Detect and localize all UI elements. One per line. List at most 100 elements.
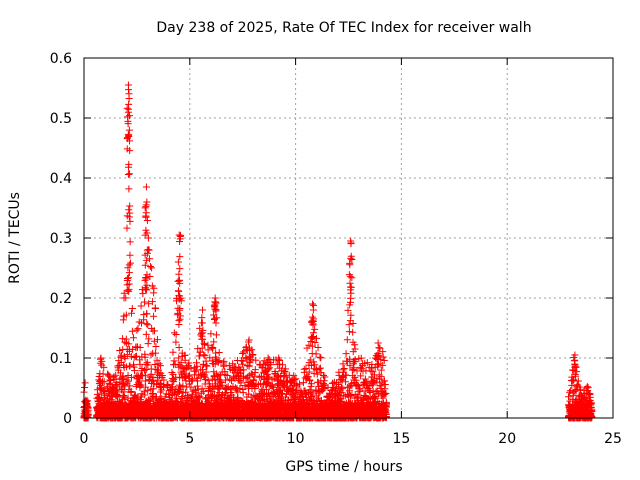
grid-lines bbox=[84, 58, 613, 418]
data-point bbox=[141, 231, 149, 239]
data-point bbox=[209, 392, 217, 400]
data-point bbox=[143, 310, 151, 318]
data-point bbox=[210, 338, 218, 346]
data-point bbox=[586, 401, 594, 409]
data-point bbox=[127, 309, 135, 317]
data-point bbox=[382, 390, 390, 398]
data-point bbox=[316, 353, 324, 361]
x-tick-label: 5 bbox=[185, 431, 194, 447]
data-point bbox=[167, 383, 175, 391]
data-point bbox=[311, 361, 319, 369]
data-point bbox=[342, 371, 350, 379]
data-point bbox=[236, 384, 244, 392]
data-point bbox=[151, 305, 159, 312]
data-point bbox=[380, 390, 388, 398]
data-point bbox=[319, 372, 327, 380]
data-point bbox=[141, 391, 149, 399]
data-point bbox=[136, 382, 144, 390]
data-point bbox=[574, 377, 582, 385]
data-point bbox=[239, 357, 247, 365]
x-tick-label: 20 bbox=[498, 431, 516, 447]
data-point bbox=[226, 375, 234, 383]
data-point bbox=[200, 372, 208, 380]
data-point bbox=[143, 217, 151, 225]
data-point bbox=[238, 350, 246, 358]
data-point bbox=[276, 372, 284, 380]
data-point bbox=[84, 410, 92, 418]
data-point bbox=[299, 379, 307, 387]
data-point bbox=[379, 361, 387, 369]
data-point bbox=[174, 258, 182, 266]
data-point bbox=[123, 104, 131, 112]
data-point bbox=[133, 352, 140, 360]
data-point bbox=[189, 376, 197, 384]
data-point bbox=[252, 356, 260, 364]
data-point bbox=[196, 393, 204, 401]
data-point bbox=[366, 389, 374, 397]
data-point bbox=[202, 368, 210, 376]
data-point bbox=[198, 344, 206, 352]
data-point bbox=[354, 391, 362, 399]
data-point bbox=[301, 374, 309, 382]
data-point bbox=[141, 261, 149, 269]
data-point bbox=[156, 362, 164, 370]
data-point bbox=[291, 376, 299, 384]
data-point bbox=[123, 376, 131, 384]
data-point bbox=[112, 379, 120, 387]
data-point bbox=[357, 354, 365, 362]
data-point bbox=[158, 371, 166, 379]
data-point bbox=[212, 355, 220, 363]
data-point bbox=[120, 289, 128, 297]
data-point bbox=[125, 126, 133, 134]
data-point bbox=[143, 256, 151, 264]
data-point bbox=[176, 312, 184, 320]
data-point bbox=[380, 356, 388, 364]
data-point bbox=[346, 362, 354, 370]
data-point bbox=[187, 364, 195, 372]
data-point bbox=[212, 331, 220, 339]
data-point bbox=[95, 373, 103, 381]
data-point bbox=[347, 392, 355, 400]
data-point bbox=[114, 388, 122, 396]
data-point bbox=[346, 298, 354, 306]
chart-title: Day 238 of 2025, Rate Of TEC Index for r… bbox=[156, 20, 531, 36]
data-point bbox=[126, 202, 134, 210]
data-point bbox=[357, 372, 365, 380]
data-point bbox=[566, 388, 574, 396]
y-tick-label: 0.4 bbox=[50, 171, 72, 187]
data-point bbox=[238, 360, 246, 368]
data-point bbox=[153, 336, 161, 344]
data-point bbox=[106, 376, 114, 384]
data-point bbox=[264, 365, 272, 373]
data-point bbox=[179, 382, 187, 390]
data-point bbox=[377, 366, 385, 374]
data-point bbox=[281, 383, 289, 391]
data-point bbox=[158, 386, 166, 394]
data-point bbox=[149, 385, 157, 393]
data-point bbox=[345, 328, 353, 336]
data-point bbox=[151, 361, 159, 369]
data-point bbox=[175, 354, 183, 362]
data-point bbox=[573, 368, 581, 376]
data-point bbox=[339, 385, 347, 393]
data-point bbox=[143, 249, 151, 257]
data-point bbox=[185, 359, 193, 367]
data-point bbox=[377, 382, 385, 390]
data-point bbox=[81, 383, 89, 391]
data-point bbox=[316, 364, 324, 372]
data-point bbox=[342, 350, 350, 358]
data-point bbox=[232, 386, 240, 394]
data-point bbox=[237, 367, 245, 375]
data-point bbox=[296, 380, 304, 388]
data-point bbox=[150, 284, 158, 292]
data-point bbox=[307, 337, 315, 345]
data-point bbox=[163, 380, 171, 388]
data-point bbox=[152, 343, 160, 350]
data-point bbox=[345, 321, 353, 329]
data-point bbox=[125, 280, 133, 288]
data-point bbox=[335, 371, 343, 379]
data-point bbox=[349, 328, 357, 336]
data-point bbox=[276, 364, 284, 372]
data-point bbox=[142, 285, 150, 293]
data-point bbox=[181, 356, 189, 364]
